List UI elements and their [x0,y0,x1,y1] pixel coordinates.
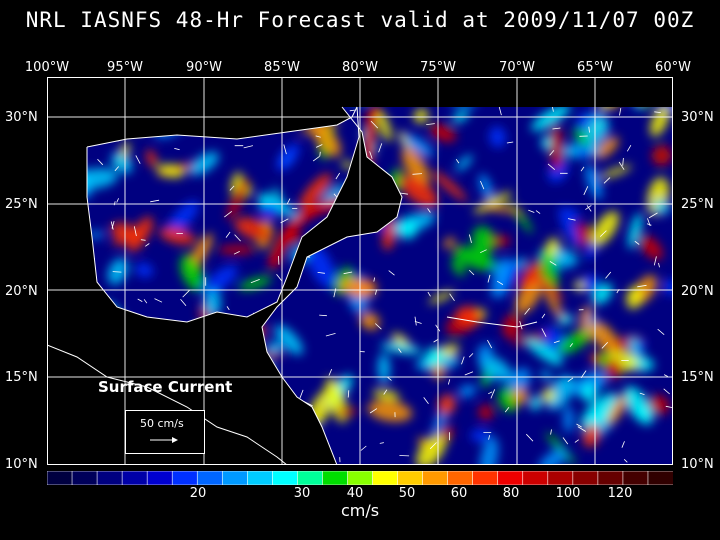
colorbar-swatch [647,471,673,485]
vector-scale-arrow-icon [150,437,178,443]
colorbar-swatch [472,471,499,485]
lat-label-right: 20°N [681,284,714,299]
colorbar-swatch [221,471,249,485]
colorbar-swatch [146,471,174,485]
colorbar-label: 40 [346,486,364,501]
lon-label: 65°W [577,60,613,75]
lat-label-left: 10°N [5,457,38,472]
coastline [47,106,538,465]
colorbar-swatch [597,471,624,485]
colorbar-swatch [96,471,123,485]
colorbar-label: 80 [502,486,520,501]
colorbar-swatch [71,471,98,485]
colorbar-swatch [322,471,349,485]
colorbar-swatch [297,471,324,485]
colorbar-swatch [347,471,374,485]
lat-label-right: 15°N [681,370,714,385]
colorbar-swatch [272,471,299,485]
lat-label-left: 25°N [5,197,38,212]
colorbar-label: 20 [189,486,207,501]
colorbar-label: 100 [555,486,581,501]
colorbar-swatch [447,471,474,485]
map-title: NRL IASNFS 48-Hr Forecast valid at 2009/… [25,8,695,32]
colorbar-units: cm/s [340,501,380,520]
colorbar-label: 60 [450,486,468,501]
lat-label-left: 20°N [5,284,38,299]
legend-label: Surface Current [98,378,233,396]
current-speed-map [47,77,673,465]
colorbar-swatch [622,471,649,485]
colorbar-swatch [372,471,399,485]
colorbar-swatch [247,471,274,485]
lon-label: 60°W [655,60,691,75]
colorbar-swatch [497,471,524,485]
colorbar-label: 120 [607,486,633,501]
lon-label: 90°W [186,60,222,75]
lon-label: 95°W [107,60,143,75]
vector-scale-text: 50 cm/s [140,417,184,430]
colorbar-swatch [572,471,599,485]
lat-label-left: 30°N [5,110,38,125]
colorbar-swatch [171,471,199,485]
lat-label-left: 15°N [5,370,38,385]
lon-label: 80°W [342,60,378,75]
lon-label: 70°W [499,60,535,75]
colorbar-swatch [121,471,148,485]
lon-label: 75°W [420,60,456,75]
vector-scale-box: 50 cm/s [125,410,205,454]
colorbar-swatch [522,471,549,485]
graticule [47,77,673,465]
lon-label: 85°W [264,60,300,75]
colorbar [47,471,673,485]
colorbar-swatch [196,471,224,485]
colorbar-swatch [47,471,73,485]
lon-label: 100°W [24,60,70,75]
colorbar-swatch [422,471,449,485]
lat-label-right: 10°N [681,457,714,472]
colorbar-label: 30 [293,486,311,501]
lat-label-right: 25°N [681,197,714,212]
lat-label-right: 30°N [681,110,714,125]
colorbar-label: 50 [398,486,416,501]
colorbar-swatch [397,471,424,485]
colorbar-swatch [547,471,574,485]
